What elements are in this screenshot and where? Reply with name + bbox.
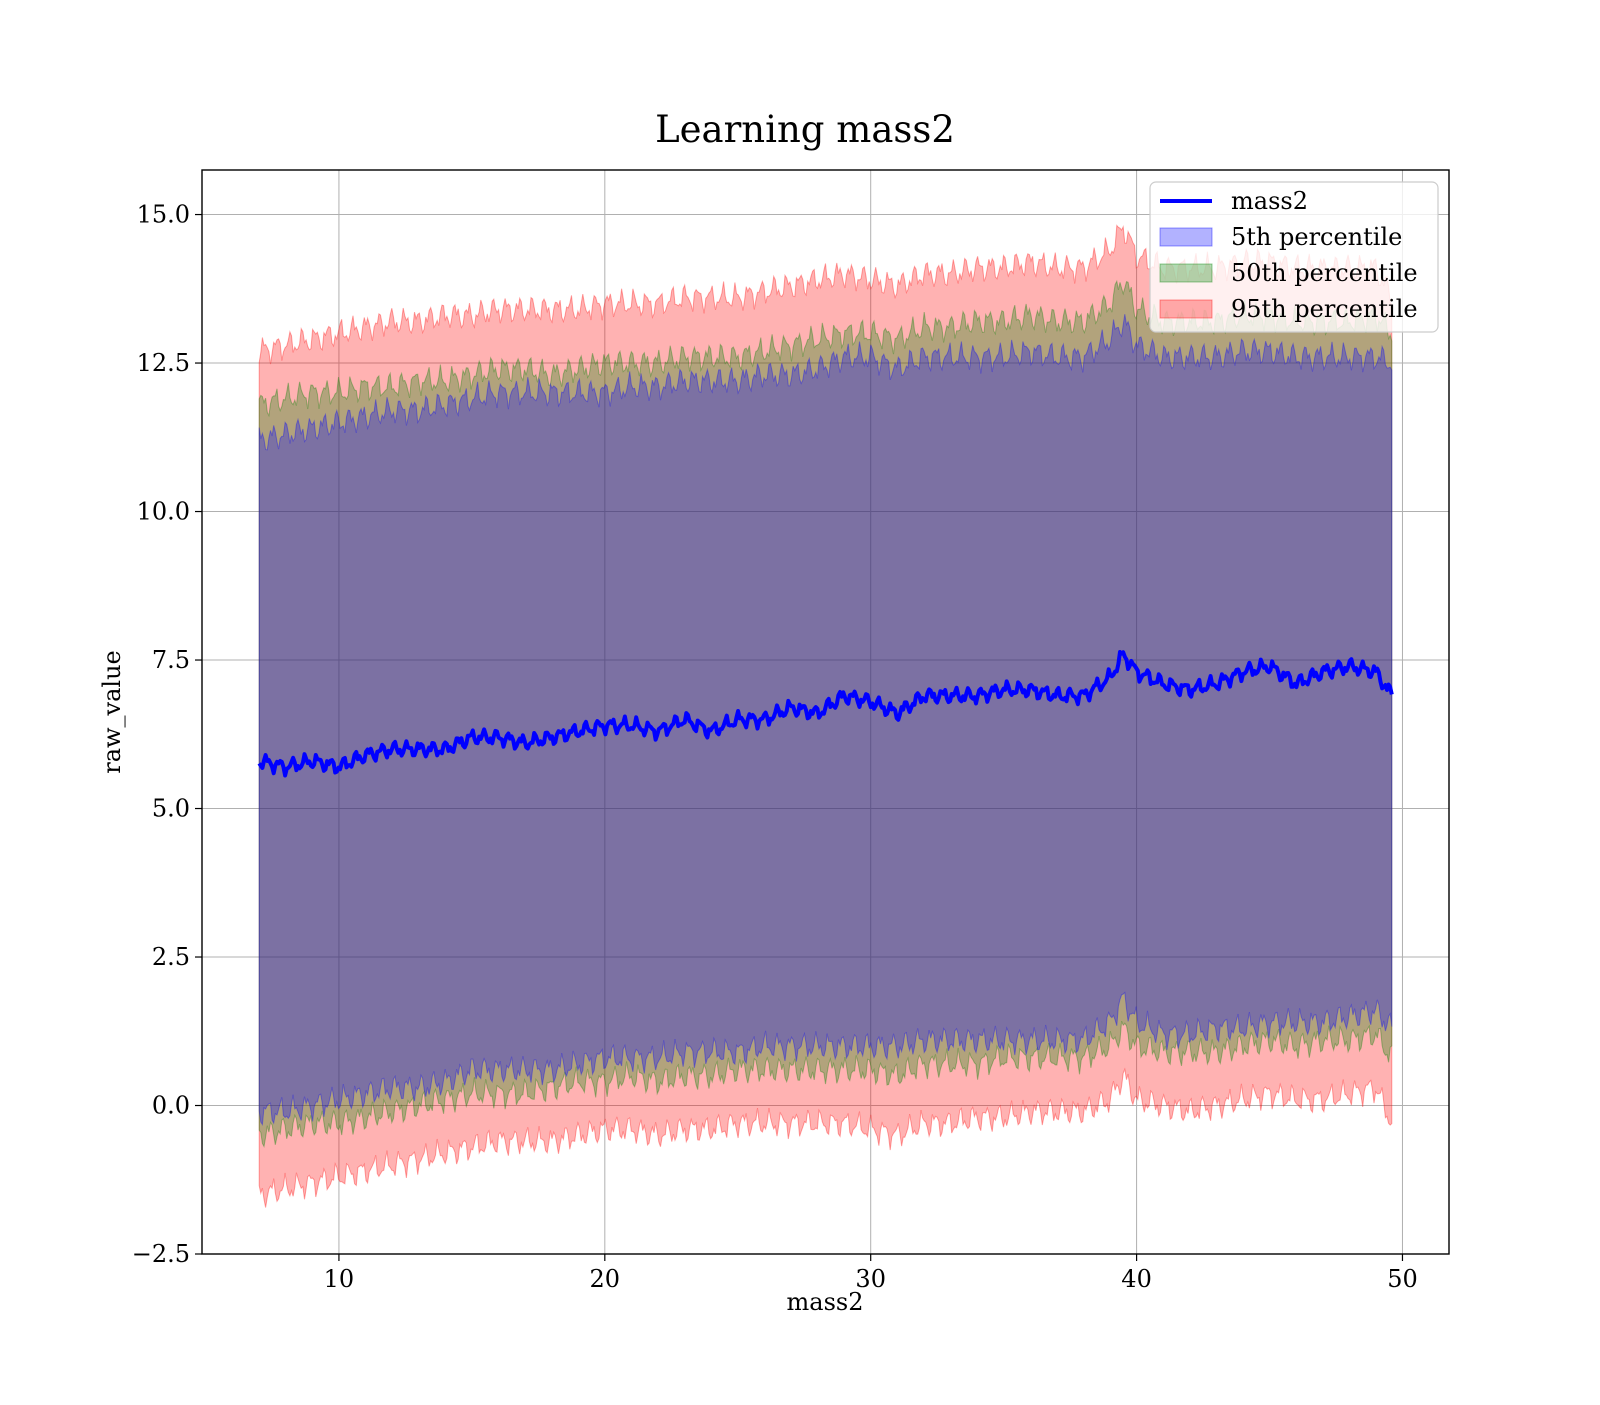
x-tick-label: 20 [590,1265,621,1293]
y-tick-label: 0.0 [152,1092,190,1120]
legend-box [1149,181,1439,333]
y-tick-label: −2.5 [132,1240,190,1268]
legend-swatch-95th [1159,299,1213,319]
y-tick-label: 5.0 [152,795,190,823]
mean-line-layer [257,650,1394,778]
line-mass2 [257,650,1394,778]
plot-area [202,170,1449,1255]
x-tick-label: 50 [1387,1265,1418,1293]
y-tick-label: 10.0 [137,498,190,526]
legend: mass2 5th percentile 50th percentile 95t… [1149,181,1439,333]
x-tick-label: 30 [855,1265,886,1293]
grid [202,170,1449,1255]
x-axis-label: mass2 [787,1288,864,1316]
x-axis-ticks: 10 20 30 40 50 [324,1254,1418,1293]
x-tick-label: 10 [324,1265,355,1293]
y-axis-ticks: −2.5 0.0 2.5 5.0 7.5 10.0 12.5 15.0 [132,201,202,1268]
legend-swatch-50th [1159,263,1213,283]
percentile-bands [258,224,1393,1208]
band-95th-percentile [258,224,1393,1208]
legend-swatch-5th [1159,227,1213,247]
y-tick-label: 7.5 [152,646,190,674]
y-tick-label: 2.5 [152,943,190,971]
y-tick-label: 15.0 [137,201,190,229]
chart-title: Learning mass2 [655,108,955,151]
x-tick-label: 40 [1121,1265,1152,1293]
y-axis-label: raw_value [98,650,126,774]
legend-label-mass2: mass2 [1231,187,1308,215]
legend-label-50th: 50th percentile [1231,259,1418,287]
band-5th-percentile [258,314,1393,1126]
plot-frame [201,169,1450,1255]
legend-label-95th: 95th percentile [1231,295,1418,323]
legend-label-5th: 5th percentile [1231,223,1402,251]
y-tick-label: 12.5 [137,349,190,377]
